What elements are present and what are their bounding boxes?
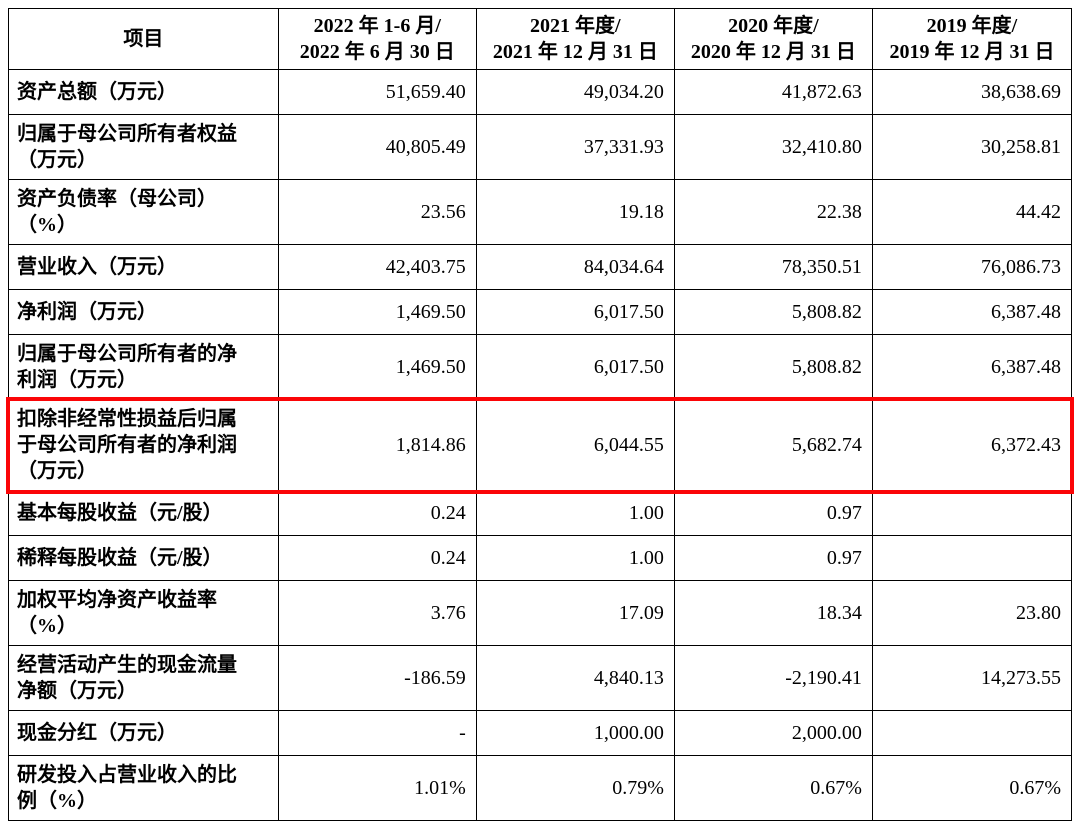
table-row: 资产总额（万元） 51,659.40 49,034.20 41,872.63 3… [9, 70, 1071, 115]
table-row: 净利润（万元） 1,469.50 6,017.50 5,808.82 6,387… [9, 290, 1071, 335]
row-value-2022: 1,469.50 [279, 335, 477, 399]
row-item-label: 净利润（万元） [9, 290, 279, 334]
row-value-2020: 5,808.82 [675, 335, 873, 399]
header-column-2022: 2022 年 1-6 月/ 2022 年 6 月 30 日 [279, 9, 477, 69]
row-value-2022: 0.24 [279, 536, 477, 580]
header-period-line2: 2021 年 12 月 31 日 [492, 41, 658, 63]
row-item-label: 经营活动产生的现金流量 净额（万元） [9, 646, 279, 710]
row-value-2020: 22.38 [675, 180, 873, 244]
header-period-line1: 2020 年度/ [728, 15, 819, 37]
row-value-2019: 44.42 [1015, 201, 1061, 223]
row-value-2022: 23.56 [279, 180, 477, 244]
row-value-2021: 1.00 [477, 491, 675, 535]
row-value-2022: -186.59 [279, 646, 477, 710]
row-item-label: 加权平均净资产收益率 （%） [9, 581, 279, 645]
row-value-2019: 30,258.81 [980, 136, 1061, 158]
row-value-2021: 6,017.50 [477, 335, 675, 399]
row-item-label: 归属于母公司所有者权益 （万元） [9, 115, 279, 179]
header-period-line1: 2022 年 1-6 月/ [313, 15, 441, 37]
row-value-2021: 19.18 [477, 180, 675, 244]
row-value-2020: 5,808.82 [675, 290, 873, 334]
row-value-2019 [873, 711, 1071, 755]
row-value-2022: 1,469.50 [279, 290, 477, 334]
table-row: 营业收入（万元） 42,403.75 84,034.64 78,350.51 7… [9, 245, 1071, 290]
header-period-line1: 2021 年度/ [530, 15, 621, 37]
row-value-2020: 41,872.63 [675, 70, 873, 114]
row-value-2022: 40,805.49 [279, 115, 477, 179]
row-item-label: 营业收入（万元） [9, 245, 279, 289]
header-period-line1: 2019 年度/ [926, 15, 1018, 37]
row-value-2020: 5,682.74 [675, 400, 873, 490]
table-header-row: 项目 2022 年 1-6 月/ 2022 年 6 月 30 日 2021 年度… [9, 9, 1071, 70]
row-value-2022: 1,814.86 [279, 400, 477, 490]
header-period-line2: 2020 年 12 月 31 日 [690, 41, 856, 63]
row-value-2021: 1,000.00 [477, 711, 675, 755]
table-row: 现金分红（万元） - 1,000.00 2,000.00 [9, 711, 1071, 756]
row-value-2021: 4,840.13 [477, 646, 675, 710]
row-item-label: 基本每股收益（元/股） [9, 491, 279, 535]
row-value-2021: 1.00 [477, 536, 675, 580]
row-value-2019: 6,372.43 [990, 434, 1061, 456]
row-item-label: 归属于母公司所有者的净 利润（万元） [9, 335, 279, 399]
row-value-2022: 1.01% [279, 756, 477, 820]
table-row: 稀释每股收益（元/股） 0.24 1.00 0.97 [9, 536, 1071, 581]
row-value-2020: -2,190.41 [675, 646, 873, 710]
row-value-2020: 0.67% [675, 756, 873, 820]
row-value-2020: 0.97 [675, 536, 873, 580]
row-value-2021: 17.09 [477, 581, 675, 645]
row-value-2019: 6,387.48 [990, 356, 1061, 378]
financial-table: 项目 2022 年 1-6 月/ 2022 年 6 月 30 日 2021 年度… [6, 8, 1074, 821]
row-value-2022: 51,659.40 [279, 70, 477, 114]
header-item-label: 项目 [123, 28, 164, 50]
row-value-2021: 37,331.93 [477, 115, 675, 179]
row-value-2019: 6,387.48 [990, 301, 1061, 323]
row-item-label: 研发投入占营业收入的比 例（%） [9, 756, 279, 820]
row-value-2021: 84,034.64 [477, 245, 675, 289]
row-item-label: 扣除非经常性损益后归属 于母公司所有者的净利润 （万元） [9, 400, 279, 490]
row-value-2022: - [279, 711, 477, 755]
table-row: 经营活动产生的现金流量 净额（万元） -186.59 4,840.13 -2,1… [9, 646, 1071, 711]
header-period-line2: 2019 年 12 月 31 日 [889, 41, 1055, 63]
row-value-2021: 6,044.55 [477, 400, 675, 490]
table-row: 归属于母公司所有者权益 （万元） 40,805.49 37,331.93 32,… [9, 115, 1071, 180]
table-row: 扣除非经常性损益后归属 于母公司所有者的净利润 （万元） 1,814.86 6,… [6, 397, 1074, 494]
row-value-2020: 32,410.80 [675, 115, 873, 179]
header-column-2021: 2021 年度/ 2021 年 12 月 31 日 [477, 9, 675, 69]
row-value-2020: 78,350.51 [675, 245, 873, 289]
table-row: 研发投入占营业收入的比 例（%） 1.01% 0.79% 0.67% 0.67% [9, 756, 1071, 820]
row-item-label: 稀释每股收益（元/股） [9, 536, 279, 580]
row-value-2021: 6,017.50 [477, 290, 675, 334]
header-period-line2: 2022 年 6 月 30 日 [299, 41, 455, 63]
row-item-label: 资产负债率（母公司） （%） [9, 180, 279, 244]
row-value-2022: 42,403.75 [279, 245, 477, 289]
row-item-label: 现金分红（万元） [9, 711, 279, 755]
header-item-column: 项目 [9, 9, 279, 69]
table-row: 加权平均净资产收益率 （%） 3.76 17.09 18.34 23.80 [9, 581, 1071, 646]
table-row: 归属于母公司所有者的净 利润（万元） 1,469.50 6,017.50 5,8… [9, 335, 1071, 400]
header-column-2019: 2019 年度/ 2019 年 12 月 31 日 [873, 9, 1071, 69]
row-value-2020: 18.34 [675, 581, 873, 645]
row-value-2019 [873, 536, 1071, 580]
row-item-label: 资产总额（万元） [9, 70, 279, 114]
row-value-2019 [873, 491, 1071, 535]
row-value-2019: 0.67% [1009, 777, 1061, 799]
header-column-2020: 2020 年度/ 2020 年 12 月 31 日 [675, 9, 873, 69]
table-row: 资产负债率（母公司） （%） 23.56 19.18 22.38 44.42 [9, 180, 1071, 245]
row-value-2019: 38,638.69 [980, 81, 1061, 103]
row-value-2019: 23.80 [1015, 602, 1061, 624]
row-value-2019: 14,273.55 [980, 667, 1061, 689]
row-value-2022: 3.76 [279, 581, 477, 645]
page: 项目 2022 年 1-6 月/ 2022 年 6 月 30 日 2021 年度… [6, 8, 1074, 821]
row-value-2021: 49,034.20 [477, 70, 675, 114]
row-value-2021: 0.79% [477, 756, 675, 820]
table-row: 基本每股收益（元/股） 0.24 1.00 0.97 [9, 491, 1071, 536]
row-value-2020: 2,000.00 [675, 711, 873, 755]
row-value-2019: 76,086.73 [980, 256, 1061, 278]
row-value-2022: 0.24 [279, 491, 477, 535]
row-value-2020: 0.97 [675, 491, 873, 535]
